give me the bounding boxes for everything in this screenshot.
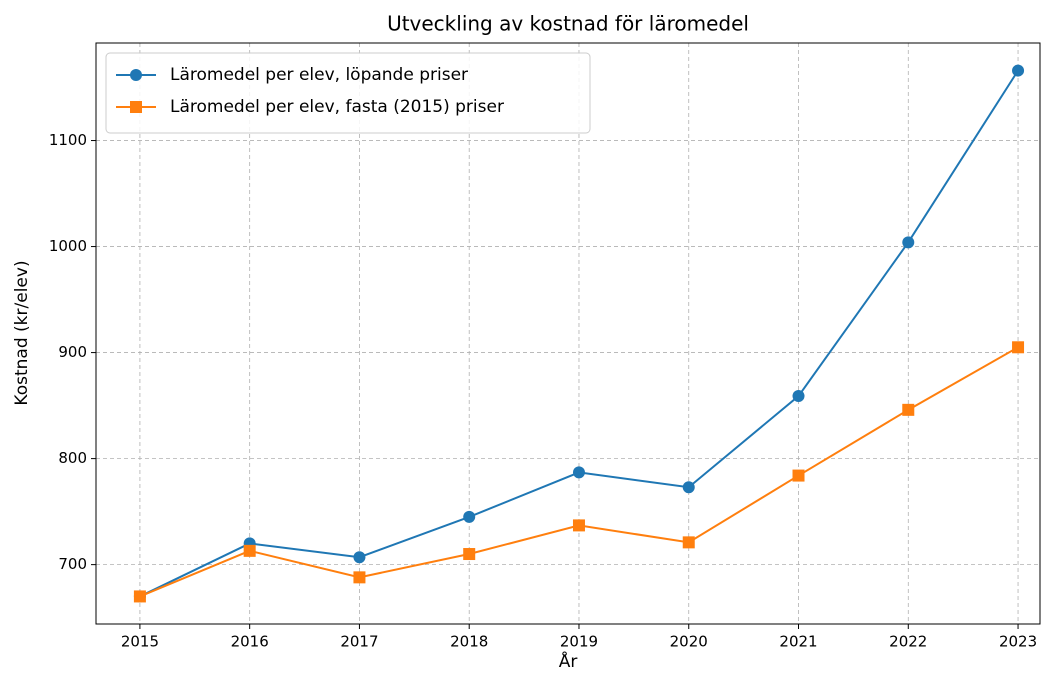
y-tick-label: 800 [58,449,87,467]
plot-frame [95,42,1041,625]
y-tick-label: 900 [58,343,87,361]
marker [130,101,142,113]
marker [792,469,805,482]
marker [792,390,805,403]
x-tick-label: 2018 [450,633,488,651]
marker [353,571,366,584]
legend-label: Läromedel per elev, löpande priser [170,65,468,85]
marker [902,403,915,416]
marker [572,466,585,479]
marker [682,481,695,494]
marker [463,548,476,561]
x-tick-label: 2017 [340,633,378,651]
marker [130,69,142,81]
x-tick-label: 2020 [670,633,708,651]
chart-title: Utveckling av kostnad för läromedel [387,12,749,36]
x-tick-label: 2022 [889,633,927,651]
marker [353,551,366,564]
marker [243,544,256,557]
marker [1012,341,1025,354]
y-tick-label: 1100 [49,131,87,149]
x-tick-label: 2016 [231,633,269,651]
y-axis-label: Kostnad (kr/elev) [12,260,32,405]
y-tick-label: 700 [58,555,87,573]
marker [1012,64,1025,77]
x-tick-label: 2023 [999,633,1037,651]
x-tick-label: 2019 [560,633,598,651]
marker [463,510,476,523]
legend-box [105,52,591,134]
marker [902,236,915,249]
x-tick-label: 2021 [779,633,817,651]
legend-label: Läromedel per elev, fasta (2015) priser [170,97,504,117]
x-tick-label: 2015 [121,633,159,651]
marker [682,536,695,549]
y-tick-label: 1000 [49,237,87,255]
marker [572,519,585,532]
x-axis-label: År [559,650,578,672]
marker [133,590,146,603]
